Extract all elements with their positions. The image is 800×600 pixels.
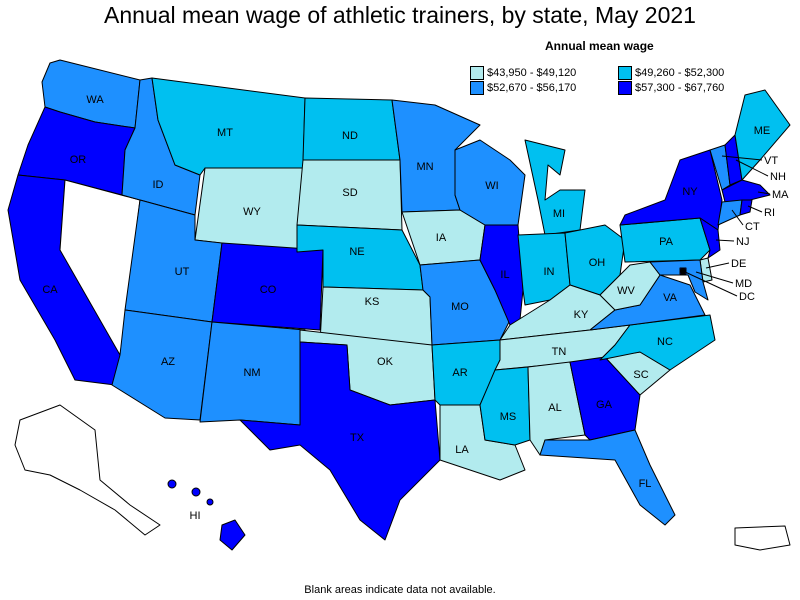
label-va: VA xyxy=(663,292,678,304)
footnote: Blank areas indicate data not available. xyxy=(304,584,496,596)
label-mn: MN xyxy=(416,161,433,173)
label-az: AZ xyxy=(161,356,175,368)
label-or: OR xyxy=(70,154,87,166)
state-nj[interactable] xyxy=(699,217,721,259)
label-ok: OK xyxy=(377,356,394,368)
legend-swatch xyxy=(470,81,484,95)
leader-lines xyxy=(682,155,771,297)
label-ri: RI xyxy=(764,207,775,219)
label-ut: UT xyxy=(175,266,190,278)
label-nd: ND xyxy=(342,130,358,142)
label-ks: KS xyxy=(365,296,380,308)
legend-swatch xyxy=(618,66,632,80)
label-nm: NM xyxy=(243,367,260,379)
label-me: ME xyxy=(754,125,771,137)
state-tx[interactable] xyxy=(239,341,441,541)
label-sc: SC xyxy=(633,369,648,381)
label-de: DE xyxy=(731,258,746,270)
label-mo: MO xyxy=(451,301,469,313)
state-pr[interactable] xyxy=(734,525,791,551)
label-nj: NJ xyxy=(736,236,749,248)
label-sd: SD xyxy=(342,187,357,199)
label-ia: IA xyxy=(436,232,447,244)
state-ct[interactable] xyxy=(717,199,743,226)
label-al: AL xyxy=(548,402,561,414)
state-fl[interactable] xyxy=(539,429,676,526)
label-wa: WA xyxy=(86,94,104,106)
map-title: Annual mean wage of athletic trainers, b… xyxy=(104,2,696,28)
label-ga: GA xyxy=(596,399,613,411)
label-la: LA xyxy=(455,444,469,456)
hawaii-islets xyxy=(167,479,214,506)
label-nc: NC xyxy=(657,336,673,348)
label-ny: NY xyxy=(682,186,698,198)
state-nc[interactable] xyxy=(599,314,716,371)
state-ak[interactable] xyxy=(14,404,161,536)
label-ky: KY xyxy=(574,309,589,321)
label-tx: TX xyxy=(350,432,365,444)
label-ca: CA xyxy=(42,284,58,296)
label-tn: TN xyxy=(552,346,567,358)
label-ma: MA xyxy=(772,189,789,201)
state-md[interactable] xyxy=(649,259,709,301)
legend-item-tier-4: $57,300 - $67,760 xyxy=(618,81,724,95)
label-ct: CT xyxy=(745,221,760,233)
label-wy: WY xyxy=(243,206,261,218)
state-co[interactable] xyxy=(211,242,324,331)
label-co: CO xyxy=(260,284,277,296)
legend-label: $43,950 - $49,120 xyxy=(487,67,577,79)
state-ny[interactable] xyxy=(619,149,723,231)
label-md: MD xyxy=(735,278,752,290)
state-ri[interactable] xyxy=(739,199,753,216)
label-in: IN xyxy=(544,266,555,278)
label-nh: NH xyxy=(770,171,786,183)
label-ne: NE xyxy=(349,246,364,258)
label-dc: DC xyxy=(739,291,755,303)
legend-title: Annual mean wage xyxy=(545,39,654,53)
label-vt: VT xyxy=(764,155,778,167)
label-ms: MS xyxy=(500,411,517,423)
label-pa: PA xyxy=(659,236,674,248)
label-mt: MT xyxy=(217,127,233,139)
label-wv: WV xyxy=(617,285,635,297)
state-mi[interactable] xyxy=(524,139,586,236)
legend-item-tier-3: $52,670 - $56,170 xyxy=(470,81,576,95)
state-hi[interactable] xyxy=(219,519,246,551)
dc-marker xyxy=(680,268,686,274)
legend-item-tier-1: $43,950 - $49,120 xyxy=(470,66,576,80)
legend-swatch xyxy=(470,66,484,80)
label-wi: WI xyxy=(485,180,498,192)
label-oh: OH xyxy=(589,257,606,269)
label-hi: HI xyxy=(190,510,201,522)
legend-label: $49,260 - $52,300 xyxy=(635,67,725,79)
legend-label: $52,670 - $56,170 xyxy=(487,82,577,94)
label-mi: MI xyxy=(553,208,565,220)
label-il: IL xyxy=(500,269,509,281)
legend-swatch xyxy=(618,81,632,95)
label-fl: FL xyxy=(639,478,652,490)
label-id: ID xyxy=(153,179,164,191)
legend-label: $57,300 - $67,760 xyxy=(635,82,725,94)
legend-item-tier-2: $49,260 - $52,300 xyxy=(618,66,724,80)
label-ar: AR xyxy=(452,367,467,379)
